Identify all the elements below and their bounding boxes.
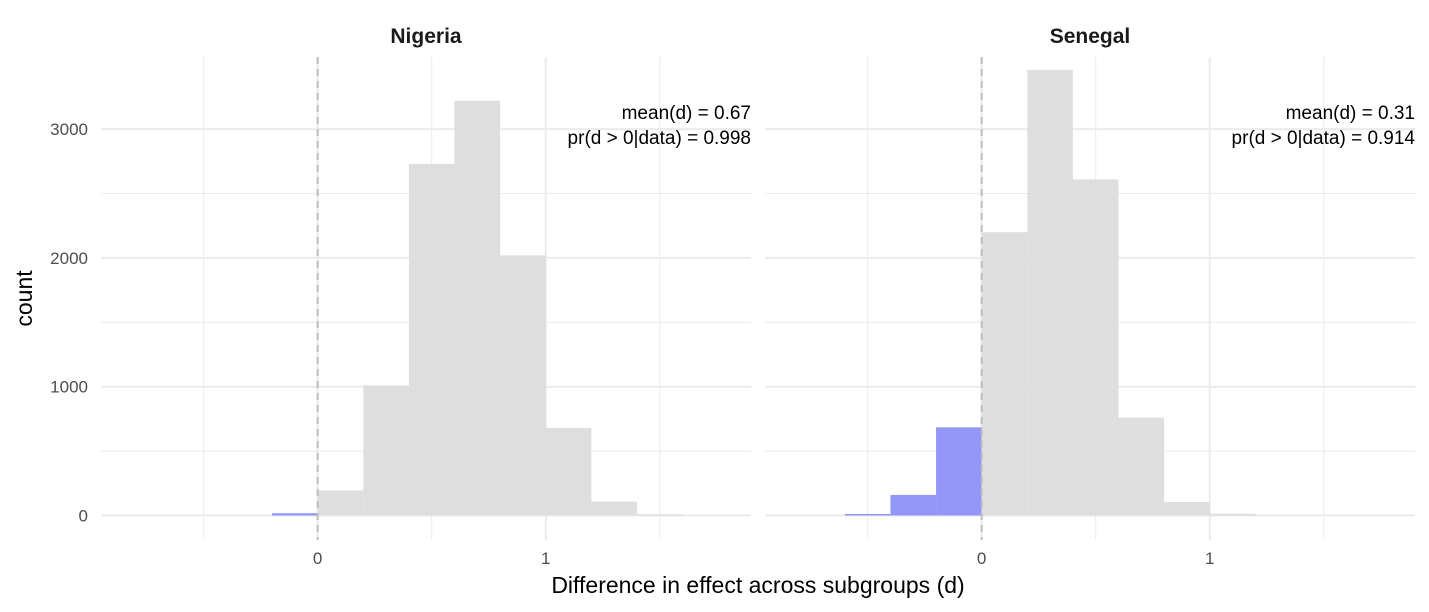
y-axis-title: count	[11, 270, 37, 327]
panel-nigeria: Nigeria mean(d) = 0.67 pr(d > 0|data) = …	[101, 25, 751, 568]
histogram-bar	[408, 163, 455, 516]
histogram-bar	[936, 427, 982, 516]
panel-senegal: Senegal mean(d) = 0.31 pr(d > 0|data) = …	[765, 25, 1415, 568]
histogram-bar	[1072, 179, 1119, 516]
x-tick-label: 0	[313, 549, 322, 568]
x-tick-label: 1	[1205, 549, 1214, 568]
y-tick-label: 1000	[50, 378, 88, 397]
bars-layer	[272, 100, 683, 516]
annotation-mean-senegal: mean(d) = 0.31	[1286, 103, 1415, 124]
x-tick-label: 0	[977, 549, 986, 568]
histogram-bar	[890, 494, 937, 516]
y-tick-labels: 0 1000 2000 3000	[50, 120, 88, 525]
y-tick-label: 0	[79, 507, 88, 526]
annotation-prob-senegal: pr(d > 0|data) = 0.914	[1232, 128, 1416, 149]
histogram-bar	[1027, 69, 1073, 516]
x-tick-label: 1	[541, 549, 550, 568]
x-axis-title: Difference in effect across subgroups (d…	[551, 572, 964, 598]
histogram-bar	[1209, 513, 1256, 516]
histogram-bar	[317, 490, 364, 516]
histogram-bar	[272, 513, 318, 516]
histogram-bar	[454, 100, 501, 516]
panel-title-nigeria: Nigeria	[390, 25, 462, 48]
annotation-mean-nigeria: mean(d) = 0.67	[622, 103, 751, 124]
bars-layer	[844, 69, 1256, 516]
histogram-bar	[636, 514, 683, 516]
histogram-bar	[1118, 417, 1165, 516]
histogram-bar	[844, 513, 891, 516]
histogram-bar	[500, 255, 546, 516]
panel-title-senegal: Senegal	[1050, 25, 1131, 48]
histogram-bar	[545, 427, 592, 516]
y-tick-label: 2000	[50, 249, 88, 268]
histogram-bar	[981, 232, 1028, 516]
annotation-prob-nigeria: pr(d > 0|data) = 0.998	[568, 128, 751, 149]
y-tick-label: 3000	[50, 120, 88, 139]
histogram-bar	[1164, 502, 1210, 516]
histogram-bar	[591, 501, 637, 516]
histogram-bar	[363, 385, 409, 516]
